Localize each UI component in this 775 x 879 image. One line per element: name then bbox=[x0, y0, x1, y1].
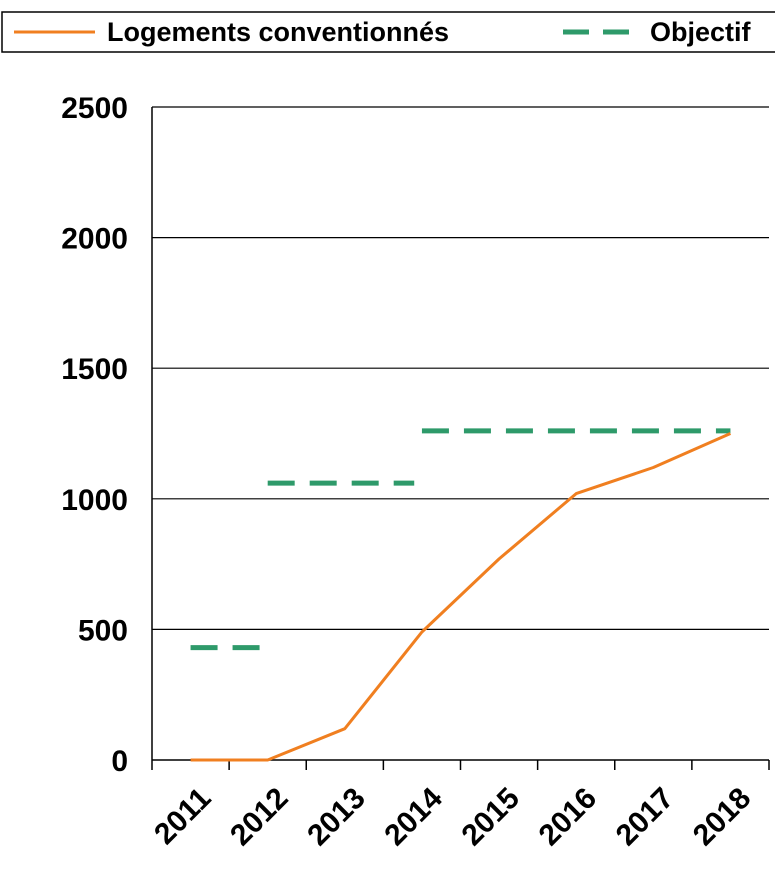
y-tick-label-1500: 1500 bbox=[61, 353, 128, 386]
x-tick-label-2013: 2013 bbox=[301, 782, 372, 853]
series-line-logements-conventionnes bbox=[190, 432, 732, 762]
x-tick-label-2018: 2018 bbox=[687, 782, 758, 853]
x-tick-label-2015: 2015 bbox=[455, 782, 526, 853]
legend-label-logements-conventionnes: Logements conventionnés bbox=[107, 17, 449, 47]
y-tick-label-1000: 1000 bbox=[61, 484, 128, 517]
y-tick-label-500: 500 bbox=[78, 614, 128, 647]
y-tick-label-2000: 2000 bbox=[61, 223, 128, 256]
x-tick-label-2017: 2017 bbox=[610, 782, 681, 853]
y-tick-label-0: 0 bbox=[111, 745, 128, 778]
y-tick-label-2500: 2500 bbox=[61, 92, 128, 125]
x-tick-label-2012: 2012 bbox=[224, 782, 295, 853]
legend-box bbox=[1, 11, 775, 53]
plot-area: 0 500 1000 1500 2000 2500 2011 2012 2013 2014 2015… bbox=[61, 92, 770, 853]
x-tick-label-2016: 2016 bbox=[533, 782, 604, 853]
legend: Logements conventionnés Objectif bbox=[1, 11, 775, 53]
legend-label-objectif: Objectif bbox=[650, 17, 752, 47]
x-tick-label-2014: 2014 bbox=[378, 781, 449, 852]
x-tick-label-2011: 2011 bbox=[148, 782, 217, 851]
